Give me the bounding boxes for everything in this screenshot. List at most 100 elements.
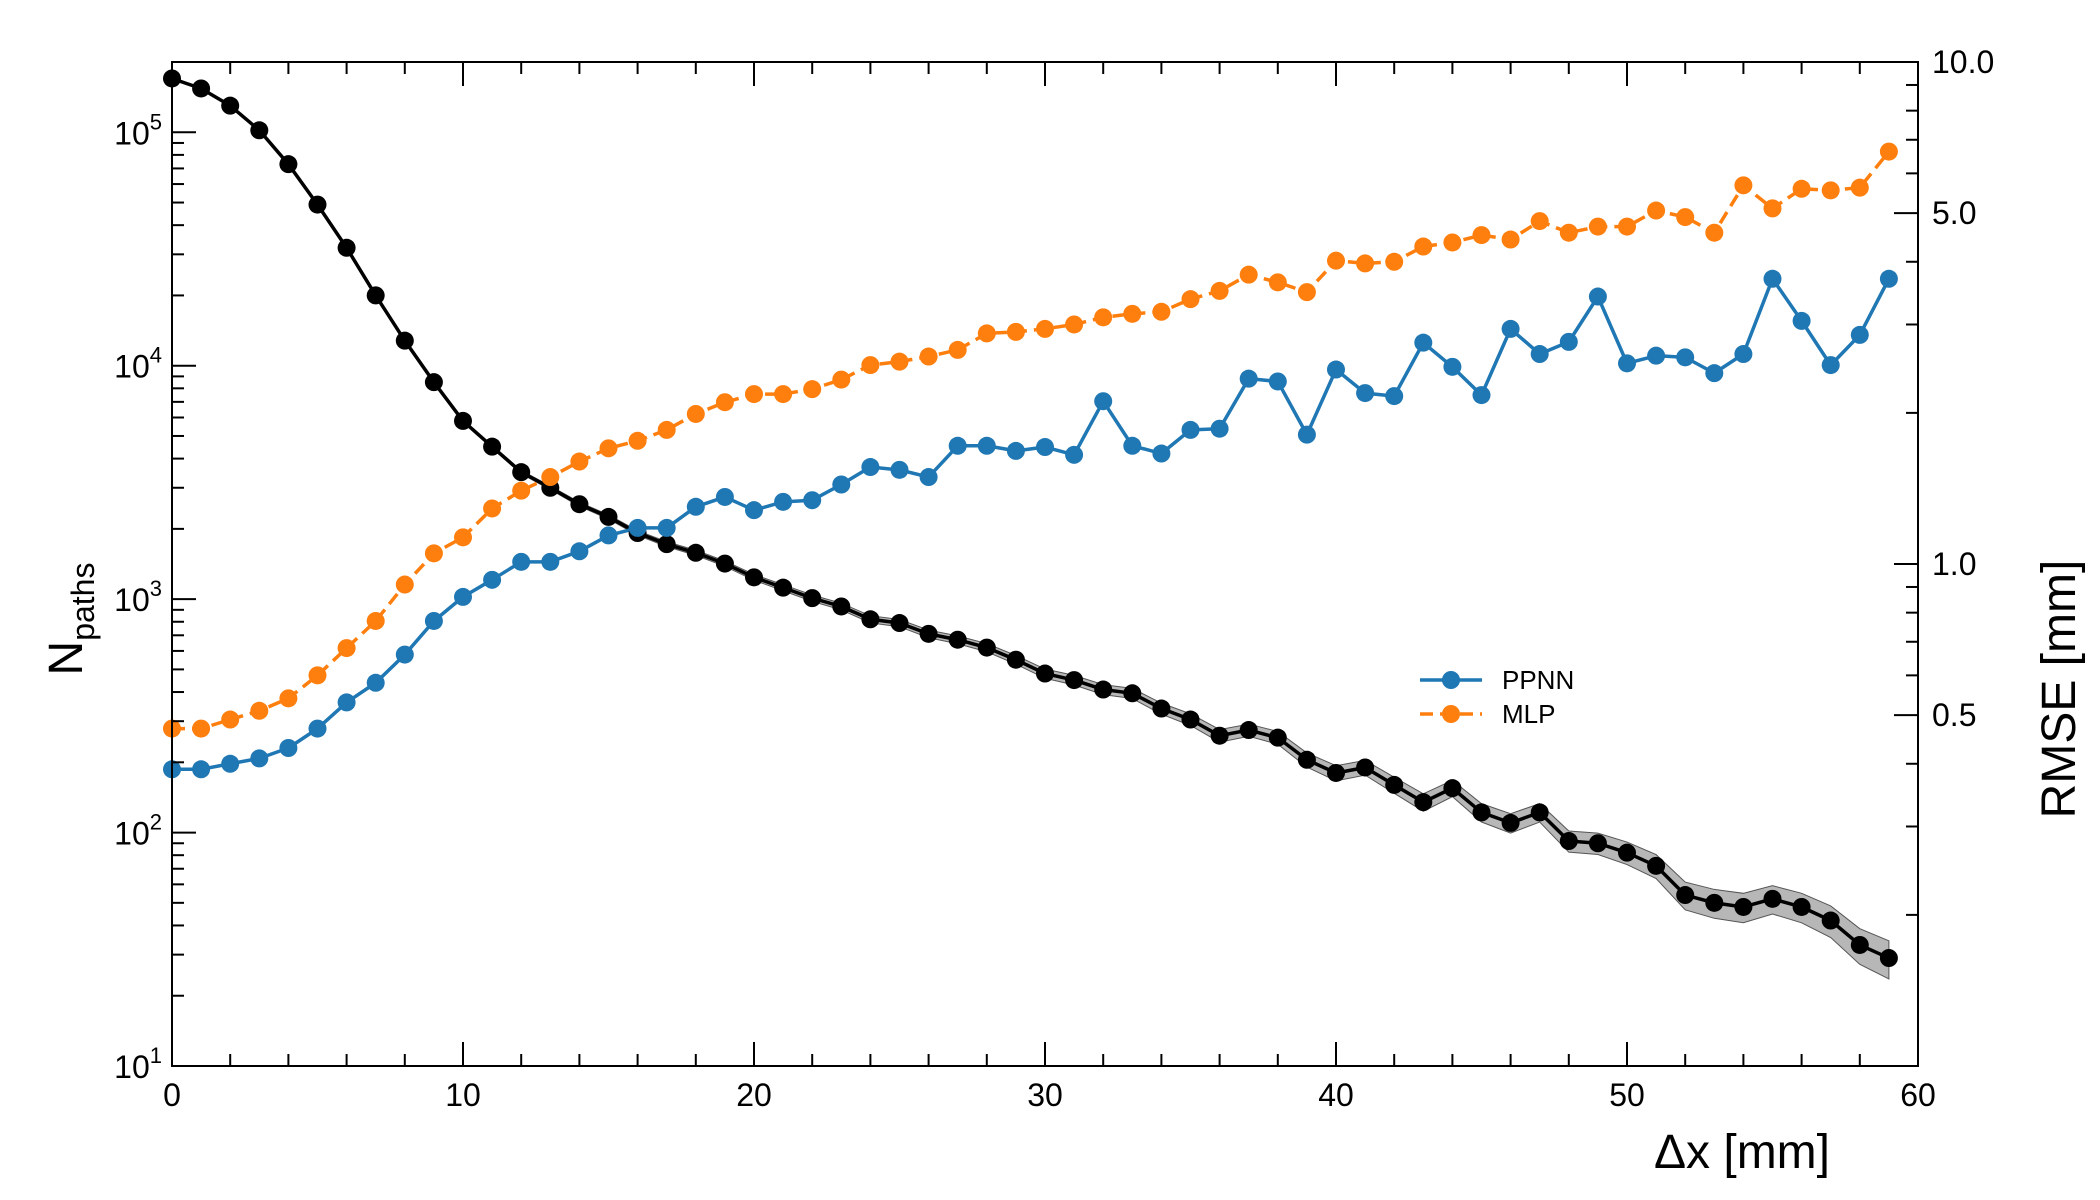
data-point-ppnn: [890, 460, 909, 479]
data-point-n-paths: [192, 79, 211, 98]
data-point-mlp: [1268, 273, 1287, 292]
data-point-ppnn: [483, 570, 502, 589]
data-point-mlp: [1414, 237, 1433, 256]
y-left-tick-label-base: 10: [114, 582, 150, 618]
data-point-n-paths: [1152, 699, 1171, 718]
data-point-n-paths: [1850, 935, 1869, 954]
data-point-mlp: [424, 544, 443, 563]
data-point-n-paths: [1443, 779, 1462, 798]
data-point-mlp: [745, 385, 763, 404]
data-point-n-paths: [1210, 726, 1229, 745]
data-point-ppnn: [337, 693, 356, 712]
data-point-mlp: [977, 324, 996, 343]
data-point-ppnn: [1734, 345, 1753, 364]
data-point-mlp: [1210, 281, 1229, 300]
data-point-ppnn: [599, 526, 618, 545]
data-point-ppnn: [1414, 333, 1433, 352]
data-point-n-paths: [1559, 832, 1578, 851]
data-point-mlp: [483, 499, 502, 518]
x-tick-label: 50: [1609, 1077, 1645, 1113]
data-point-ppnn: [686, 497, 705, 516]
data-point-mlp: [1356, 254, 1375, 273]
data-point-n-paths: [1676, 886, 1695, 905]
data-point-mlp: [919, 347, 938, 366]
y-right-tick-label: 10.0: [1932, 44, 1994, 80]
x-tick-label: 30: [1027, 1077, 1063, 1113]
data-point-mlp: [948, 340, 967, 359]
data-point-ppnn: [628, 518, 647, 537]
data-point-ppnn: [1327, 360, 1345, 379]
data-point-n-paths: [250, 121, 269, 140]
data-point-mlp: [250, 701, 269, 720]
data-point-n-paths: [1588, 834, 1607, 853]
data-point-n-paths: [948, 630, 967, 649]
data-point-ppnn: [1443, 357, 1462, 376]
data-point-n-paths: [1036, 664, 1054, 683]
data-point-ppnn: [192, 760, 211, 779]
data-point-mlp: [1879, 142, 1898, 161]
legend-marker-ppnn: [1442, 671, 1460, 689]
data-point-n-paths: [1501, 813, 1520, 832]
data-point-n-paths: [337, 238, 356, 257]
axis-ticks: [171, 61, 1919, 1067]
left-y-axis-label-main: N: [40, 641, 93, 676]
data-point-mlp: [803, 380, 822, 399]
data-point-mlp: [657, 420, 676, 439]
y-left-tick-label: 103: [114, 576, 162, 618]
data-point-n-paths: [512, 463, 531, 482]
data-point-n-paths: [1065, 671, 1084, 690]
data-point-mlp: [890, 352, 909, 371]
data-point-mlp: [570, 452, 589, 471]
data-point-n-paths: [1705, 893, 1724, 912]
data-point-mlp: [1181, 290, 1200, 309]
data-point-mlp: [715, 393, 734, 412]
data-point-n-paths: [1734, 897, 1753, 916]
data-point-n-paths: [570, 495, 589, 514]
data-point-n-paths: [424, 373, 443, 392]
data-point-n-paths: [1123, 684, 1142, 703]
data-point-ppnn: [221, 754, 240, 773]
data-point-ppnn: [1065, 445, 1084, 464]
data-point-n-paths: [890, 614, 909, 633]
data-point-ppnn: [1821, 356, 1840, 375]
legend: PPNN MLP: [1420, 665, 1574, 729]
data-point-n-paths: [745, 568, 763, 587]
data-point-mlp: [1705, 223, 1724, 242]
data-point-n-paths: [919, 624, 938, 643]
y-left-tick-label: 101: [114, 1043, 162, 1085]
data-point-n-paths: [686, 543, 705, 562]
data-point-mlp: [1792, 179, 1811, 198]
data-point-n-paths: [803, 589, 822, 608]
x-tick-label: 20: [736, 1077, 772, 1113]
data-point-n-paths: [1094, 680, 1113, 699]
data-point-ppnn: [1501, 319, 1520, 338]
data-point-ppnn: [1763, 269, 1782, 288]
data-point-ppnn: [1879, 269, 1898, 288]
data-point-ppnn: [1297, 425, 1316, 444]
legend-label-mlp: MLP: [1502, 699, 1555, 729]
data-point-ppnn: [1123, 436, 1142, 455]
data-point-n-paths: [1821, 911, 1840, 930]
data-point-n-paths: [657, 535, 676, 554]
data-point-ppnn: [541, 552, 560, 571]
x-tick-label: 40: [1318, 1077, 1354, 1113]
data-point-ppnn: [1850, 325, 1869, 344]
data-point-ppnn: [832, 475, 851, 494]
data-point-ppnn: [1588, 287, 1607, 306]
data-point-mlp: [628, 431, 647, 450]
data-point-mlp: [1065, 315, 1084, 334]
x-axis-label: Δx [mm]: [1654, 1126, 1830, 1179]
data-point-mlp: [1618, 217, 1636, 236]
y-left-tick-label: 104: [114, 343, 162, 385]
data-point-n-paths: [1414, 793, 1433, 812]
data-point-ppnn: [948, 436, 967, 455]
data-point-mlp: [599, 439, 618, 458]
data-point-n-paths: [395, 331, 414, 350]
y-left-tick-label-exponent: 3: [150, 576, 162, 601]
data-point-mlp: [1239, 265, 1258, 284]
data-point-n-paths: [279, 155, 298, 174]
data-point-n-paths: [1618, 843, 1636, 862]
data-point-ppnn: [715, 487, 734, 506]
data-point-mlp: [1152, 302, 1171, 321]
